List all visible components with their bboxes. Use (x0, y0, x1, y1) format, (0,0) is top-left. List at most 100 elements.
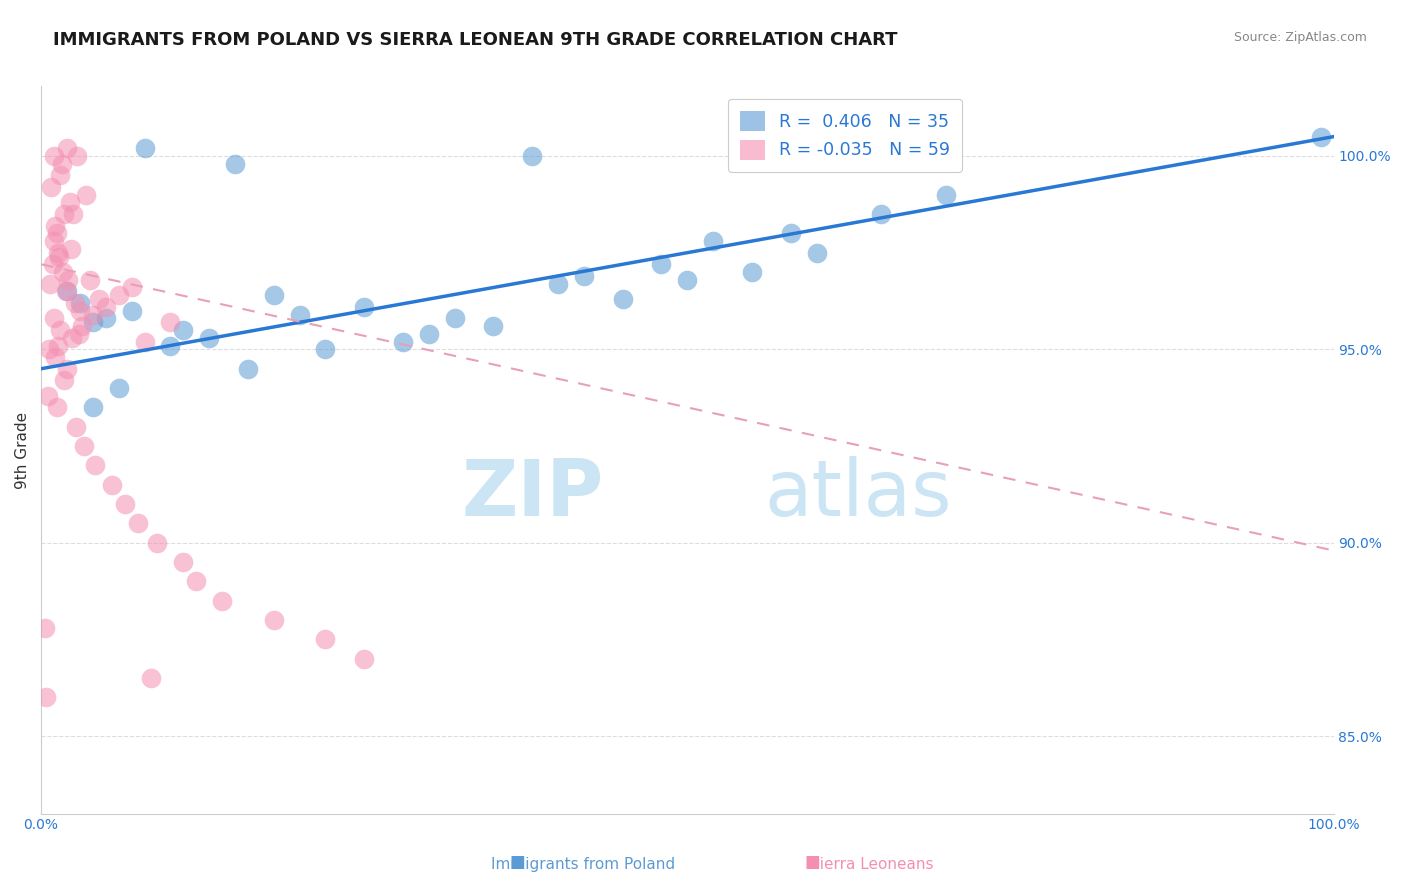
Point (63, 296, 86, 310)
Y-axis label: 9th Grade: 9th Grade (15, 411, 30, 489)
Point (314, 632, 336, 647)
Point (263, 613, 285, 627)
Point (870, 207, 893, 221)
Point (146, 535, 169, 549)
Point (37, 389, 59, 403)
Point (44, 219, 66, 233)
Point (482, 319, 505, 334)
Point (58, 195, 80, 210)
Point (75, 187, 97, 202)
Point (121, 280, 143, 294)
Point (79, 273, 101, 287)
Point (58, 273, 80, 287)
Point (56, 141, 79, 155)
Point (418, 326, 440, 341)
Point (45, 401, 67, 415)
Point (94, 300, 117, 314)
Point (353, 300, 375, 314)
Point (49, 169, 72, 183)
Point (101, 477, 124, 491)
Point (806, 245, 828, 260)
Text: ZIP: ZIP (461, 456, 603, 532)
Point (676, 273, 699, 287)
Point (41, 180, 63, 194)
Point (42, 234, 65, 248)
Point (65, 419, 87, 434)
Point (59, 242, 82, 256)
Point (73, 439, 96, 453)
Point (39, 277, 62, 291)
Point (224, 157, 246, 171)
Point (66, 149, 89, 163)
Point (35, 690, 58, 705)
Point (51, 157, 73, 171)
Point (69, 303, 91, 318)
Point (172, 323, 194, 337)
Text: Immigrants from Poland: Immigrants from Poland (492, 857, 675, 872)
Point (650, 257, 672, 271)
Point (42, 311, 65, 326)
Point (52, 265, 75, 279)
Point (612, 292, 634, 306)
Point (186, 574, 208, 589)
Text: ■: ■ (509, 853, 526, 871)
Point (702, 234, 724, 248)
Point (211, 594, 233, 608)
Text: atlas: atlas (765, 456, 952, 532)
Point (82, 308, 104, 322)
Point (134, 141, 156, 155)
Point (67, 326, 90, 341)
Point (62, 207, 84, 221)
Point (159, 338, 181, 352)
Point (82, 401, 104, 415)
Point (114, 497, 136, 511)
Point (82, 315, 104, 329)
Point (46, 245, 69, 260)
Point (94, 311, 117, 326)
Text: ■: ■ (804, 853, 821, 871)
Point (572, 268, 595, 283)
Point (353, 652, 375, 666)
Point (392, 334, 415, 349)
Point (53, 207, 76, 221)
Text: Sierra Leoneans: Sierra Leoneans (810, 857, 934, 872)
Point (107, 381, 129, 395)
Point (831, 145, 853, 160)
Legend: R =  0.406   N = 35, R = -0.035   N = 59: R = 0.406 N = 35, R = -0.035 N = 59 (728, 99, 962, 172)
Point (38, 343, 60, 357)
Point (49, 323, 72, 337)
Point (55, 285, 77, 299)
Point (288, 308, 311, 322)
Point (34, 621, 56, 635)
Point (547, 277, 569, 291)
Point (72, 319, 94, 334)
Point (172, 555, 194, 569)
Point (84, 458, 107, 473)
Point (779, 227, 801, 241)
Point (935, 187, 957, 202)
Point (139, 671, 162, 685)
Point (107, 288, 129, 302)
Point (263, 288, 285, 302)
Point (69, 296, 91, 310)
Point (56, 361, 79, 376)
Point (127, 516, 149, 531)
Point (134, 334, 156, 349)
Point (1309, 129, 1331, 144)
Point (56, 285, 79, 299)
Text: Source: ZipAtlas.com: Source: ZipAtlas.com (1233, 31, 1367, 45)
Point (314, 343, 336, 357)
Point (53, 373, 76, 387)
Point (89, 292, 111, 306)
Point (741, 265, 763, 279)
Point (121, 303, 143, 318)
Point (48, 250, 70, 264)
Point (42, 257, 65, 271)
Point (159, 315, 181, 329)
Point (522, 149, 544, 163)
Point (60, 331, 83, 345)
Point (44, 350, 66, 364)
Point (198, 331, 221, 345)
Point (443, 311, 465, 326)
Point (46, 338, 69, 352)
